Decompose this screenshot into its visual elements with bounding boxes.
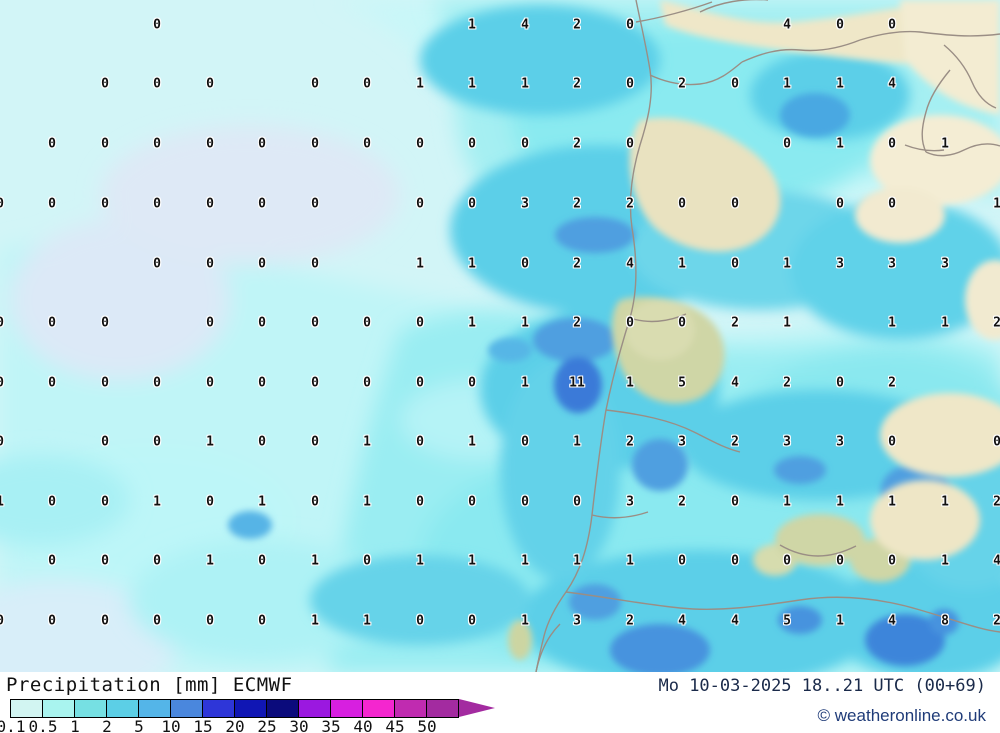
legend-tick-label: 0.5 <box>28 717 58 733</box>
legend-tick-label: 45 <box>385 717 405 733</box>
legend-tick-label: 20 <box>225 717 245 733</box>
legend-tick-label: 30 <box>289 717 309 733</box>
legend-tick-label: 5 <box>134 717 144 733</box>
legend-swatch <box>75 700 107 717</box>
legend-tick-label: 25 <box>257 717 277 733</box>
precip-core <box>228 93 959 672</box>
legend-tick-label: 35 <box>321 717 341 733</box>
legend-swatch <box>203 700 235 717</box>
legend-swatch <box>395 700 427 717</box>
legend-tick-label: 50 <box>417 717 437 733</box>
legend-swatch <box>43 700 75 717</box>
color-scale-overflow-arrow <box>459 699 495 717</box>
legend-swatch <box>11 700 43 717</box>
coastline-borders <box>535 0 1000 672</box>
legend-swatch <box>171 700 203 717</box>
legend-swatch <box>235 700 267 717</box>
legend-swatch <box>139 700 171 717</box>
model-run-info: Mo 10-03-2025 18..21 UTC (00+69) <box>658 676 986 696</box>
legend-tick-label: 15 <box>193 717 213 733</box>
legend-swatch <box>331 700 363 717</box>
precip-band-strong <box>310 5 1000 672</box>
legend-tick-label: 40 <box>353 717 373 733</box>
legend-swatch <box>107 700 139 717</box>
legend-tick-label: 1 <box>70 717 80 733</box>
copyright-notice[interactable]: © weatheronline.co.uk <box>817 706 986 725</box>
legend-tick-label: 2 <box>102 717 112 733</box>
legend-swatch <box>267 700 299 717</box>
legend-swatch <box>299 700 331 717</box>
map-footer: Precipitation [mm] ECMWF 0.1 0.5 1 2 5 10 15 20… <box>0 672 1000 733</box>
legend-swatch <box>363 700 395 717</box>
map-raster <box>0 0 1000 672</box>
legend-swatch <box>427 700 458 717</box>
legend-title: Precipitation [mm] ECMWF <box>6 674 293 696</box>
color-scale-bar <box>10 699 459 718</box>
legend-tick-label: 10 <box>161 717 181 733</box>
legend-tick-label: 0.1 <box>0 717 26 733</box>
land-areas <box>508 0 1000 660</box>
color-scale-labels: 0.1 0.5 1 2 5 10 15 20 25 30 35 40 45 50 <box>0 717 560 733</box>
